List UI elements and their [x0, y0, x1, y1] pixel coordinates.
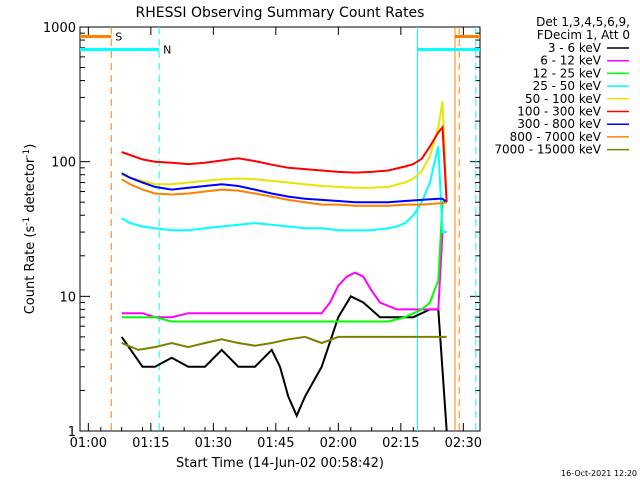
legend-label-5: 100 - 300 keV — [517, 105, 601, 119]
y-tick-label-1: 10 — [59, 290, 76, 305]
legend-header1: Det 1,3,4,5,6,9, — [536, 15, 630, 29]
timestamp: 16-Oct-2021 12:20 — [561, 469, 637, 478]
series-line-7 — [121, 178, 447, 207]
marker-label-S: S — [115, 31, 122, 44]
series-lines — [120, 101, 448, 432]
y-label-sup2: -1 — [22, 149, 32, 158]
plot-frame — [79, 26, 481, 432]
series-line-0 — [120, 294, 448, 432]
x-tick-label-2: 01:30 — [195, 436, 232, 451]
legend-header2: FDecim 1, Att 0 — [537, 28, 630, 42]
series-line-4 — [121, 101, 448, 203]
series-line-8 — [121, 335, 447, 351]
x-axis-label: Start Time (14-Jun-02 00:58:42) — [176, 456, 384, 471]
legend-label-8: 7000 - 15000 keV — [494, 143, 601, 157]
legend-label-6: 300 - 800 keV — [517, 117, 601, 131]
chart-title: RHESSI Observing Summary Count Rates — [136, 5, 425, 21]
y-label-part2: detector — [23, 157, 38, 217]
legend-label-1: 6 - 12 keV — [540, 54, 602, 68]
legend-label-7: 800 - 7000 keV — [510, 130, 602, 144]
y-label-part3: ) — [23, 144, 38, 149]
x-tick-label-6: 02:30 — [445, 436, 482, 451]
y-label-sup1: -1 — [22, 217, 32, 226]
x-tick-label-3: 01:45 — [257, 436, 294, 451]
x-tick-label-4: 02:00 — [320, 436, 357, 451]
y-label-part1: Count Rate (s — [23, 226, 38, 315]
y-axis-label: Count Rate (s-1 detector-1) — [22, 144, 38, 315]
axis-ticks: 01:00 01:15 01:30 01:45 02:00 02:15 02:30 1 10 10… — [43, 21, 482, 451]
marker-label-N: N — [163, 44, 171, 57]
y-tick-label-0: 1 — [68, 425, 76, 440]
y-tick-label-3: 1000 — [43, 21, 76, 36]
x-tick-label-0: 01:00 — [70, 436, 107, 451]
legend-label-4: 50 - 100 keV — [525, 92, 602, 106]
x-tick-label-5: 02:15 — [382, 436, 419, 451]
series-line-1 — [121, 231, 447, 319]
legend-label-3: 25 - 50 keV — [533, 79, 602, 93]
series-line-5 — [121, 124, 448, 203]
legend-label-0: 3 - 6 keV — [548, 41, 602, 55]
series-line-2 — [121, 201, 447, 323]
legend-label-2: 12 - 25 keV — [533, 66, 602, 80]
legend: Det 1,3,4,5,6,9, FDecim 1, Att 0 3 - 6 k… — [494, 15, 630, 157]
series-line-6 — [121, 172, 448, 204]
y-tick-label-2: 100 — [51, 156, 76, 171]
x-tick-label-1: 01:15 — [132, 436, 169, 451]
